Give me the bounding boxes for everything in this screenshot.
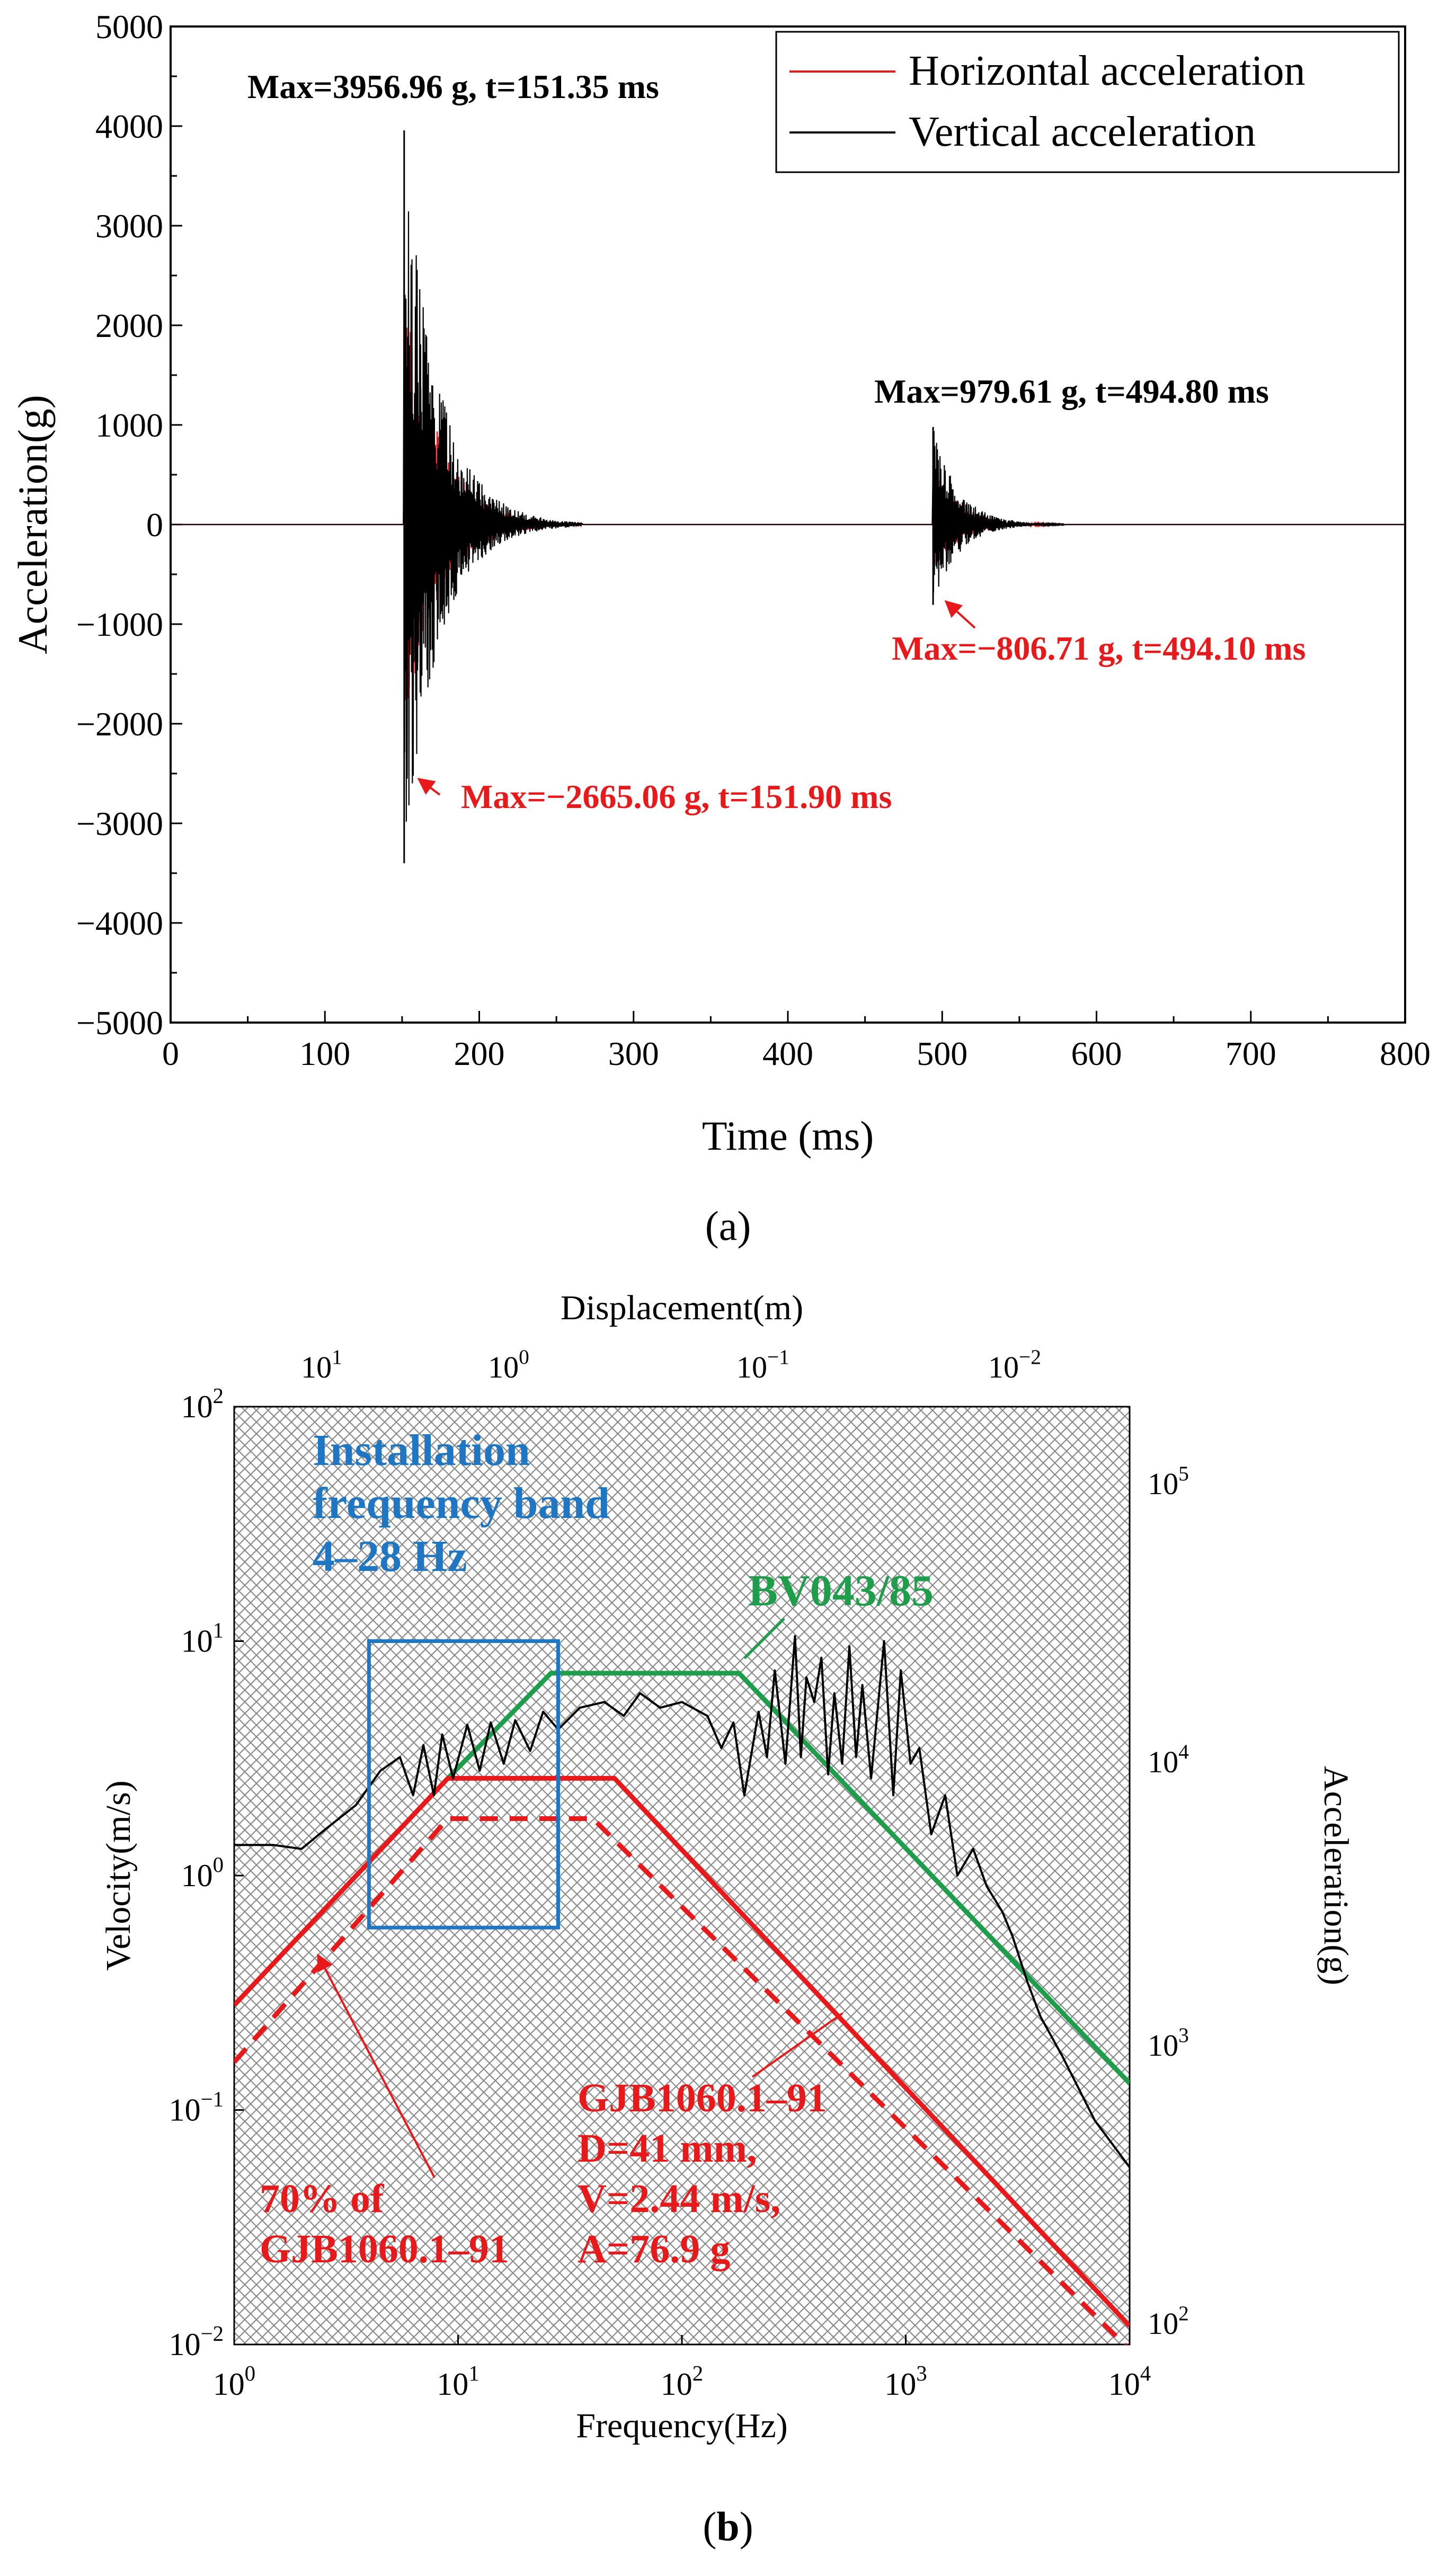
x-tick-label: 104 (1108, 2361, 1151, 2402)
gjb-label: GJB1060.1–91 D=41 mm, V=2.44 m/s, A=76.9… (578, 2076, 837, 2271)
y-tick-label: −1000 (76, 606, 163, 643)
panel-a-time-history-chart: 0 100 200 300 400 500 600 700 800 −5000 −4000 −3000… (10, 8, 1431, 1249)
series-line-bv043-85 (446, 1671, 1130, 2085)
panel-a-caption: (a) (705, 1203, 751, 1249)
panel-a-annotations: Max=3956.96 g, t=151.35 ms Max=979.61 g,… (247, 68, 1306, 815)
panel-a-legend: Horizontal acceleration Vertical acceler… (775, 31, 1400, 173)
y-tick-label: 10−1 (169, 2088, 224, 2128)
y-tick-label: 102 (181, 1384, 224, 1424)
x-tick-label: 300 (608, 1035, 659, 1072)
series-line-measured-shock-spectrum (234, 1635, 1130, 2168)
x-tick-label: 600 (1071, 1035, 1122, 1072)
gjb-label-line-2: D=41 mm, (578, 2126, 757, 2171)
right-tick-label: 104 (1148, 1740, 1189, 1779)
y-tick-label: 0 (146, 506, 163, 544)
annotation-peak-max-2: Max=979.61 g, t=494.80 ms (874, 372, 1269, 410)
annotation-peak-min-2: Max=−806.71 g, t=494.10 ms (892, 629, 1306, 667)
y-tick-label: 10−2 (169, 2322, 224, 2362)
x-tick-label: 103 (884, 2361, 927, 2402)
annotation-arrow-min-2 (944, 600, 976, 629)
x-tick-label: 500 (917, 1035, 967, 1072)
x-tick-label: 200 (454, 1035, 505, 1072)
gjb-leader (751, 2012, 844, 2078)
right-tick-label: 105 (1148, 1462, 1189, 1501)
gjb70-label-line-1: 70% of (260, 2177, 385, 2221)
y-tick-label: 100 (181, 1853, 224, 1893)
x-tick-label: 0 (162, 1035, 179, 1072)
panel-a-y-axis-label: Acceleration(g) (10, 395, 56, 654)
right-tick-label: 103 (1148, 2023, 1189, 2063)
bv043-label: BV043/85 (748, 1566, 934, 1615)
y-tick-label: 1000 (95, 406, 163, 444)
x-tick-label: 400 (762, 1035, 813, 1072)
legend-box (775, 31, 1400, 173)
annotation-peak-min-1: Max=−2665.06 g, t=151.90 ms (461, 778, 892, 815)
right-tick-label: 102 (1148, 2302, 1189, 2341)
series-line-70-of-gjb1060-1-91 (234, 1816, 1128, 2344)
y-tick-label: −2000 (76, 705, 163, 743)
top-tick-label: 100 (488, 1345, 529, 1384)
annotation-arrow-min-1 (417, 778, 441, 796)
y-tick-label: 2000 (95, 307, 163, 344)
top-tick-label: 10−2 (988, 1345, 1041, 1384)
y-tick-label: 5000 (95, 8, 163, 46)
annotation-peak-max-1: Max=3956.96 g, t=151.35 ms (247, 68, 659, 105)
top-tick-label: 101 (301, 1345, 342, 1384)
y-tick-label: −3000 (76, 805, 163, 842)
y-tick-label: −5000 (76, 1004, 163, 1042)
panel-b-caption: (b) (703, 2503, 753, 2550)
x-tick-label: 800 (1380, 1035, 1431, 1072)
y-tick-label: 3000 (95, 207, 163, 245)
x-tick-label: 102 (661, 2361, 703, 2402)
panel-a-x-axis-label: Time (ms) (702, 1113, 874, 1159)
panel-b-tripartite-grid (234, 1407, 1130, 2344)
gjb70-label: 70% of GJB1060.1–91 (260, 2177, 509, 2271)
installation-band-box (367, 1639, 560, 1930)
band-label-line-3: 4–28 Hz (313, 1532, 467, 1581)
gjb-label-line-1: GJB1060.1–91 (578, 2076, 827, 2120)
series-line-gjb1060-1-91 (234, 1775, 1130, 2328)
gjb70-label-line-2: GJB1060.1–91 (260, 2227, 509, 2271)
y-tick-label: 4000 (95, 108, 163, 145)
top-tick-label: 10−1 (736, 1345, 789, 1384)
series-line-vertical (171, 176, 1405, 822)
band-label: Installation frequency band 4–28 Hz (313, 1426, 621, 1581)
gjb70-leader (317, 1953, 436, 2178)
panel-b-series (234, 1635, 1130, 2344)
gjb-label-line-4: A=76.9 g (578, 2227, 730, 2271)
x-tick-label: 101 (437, 2361, 479, 2402)
legend-label-horizontal: Horizontal acceleration (909, 48, 1305, 94)
bv043-leader (743, 1618, 785, 1659)
x-tick-label: 100 (299, 1035, 350, 1072)
panel-b-y-axis-label: Velocity(m/s) (99, 1780, 138, 1970)
y-tick-label: −4000 (76, 904, 163, 942)
panel-a-series (171, 130, 1405, 864)
band-label-line-1: Installation (313, 1426, 530, 1475)
y-tick-label: 101 (181, 1619, 224, 1659)
legend-label-vertical: Vertical acceleration (909, 109, 1256, 155)
gjb-label-line-3: V=2.44 m/s, (578, 2177, 780, 2221)
x-tick-label: 100 (213, 2361, 255, 2402)
panel-b-x-axis-label: Frequency(Hz) (576, 2406, 787, 2445)
panel-b-annotations: Installation frequency band 4–28 Hz BV04… (260, 1426, 934, 2271)
band-label-line-2: frequency band (313, 1479, 610, 1528)
x-tick-label: 700 (1226, 1035, 1276, 1072)
panel-a-axis-ticks: 0 100 200 300 400 500 600 700 800 −5000 −4000 −3000… (76, 8, 1431, 1072)
panel-b-top-axis-label: Displacement(m) (561, 1289, 803, 1327)
panel-b-right-axis-label: Acceleration(g) (1317, 1766, 1355, 1985)
